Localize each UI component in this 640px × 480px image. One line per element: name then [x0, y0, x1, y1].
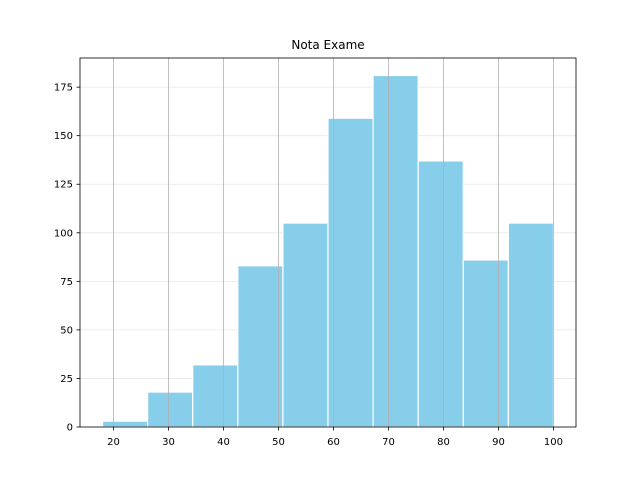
x-tick-label-5: 70	[382, 437, 395, 448]
x-tick-label-6: 80	[437, 437, 450, 448]
bar-3	[237, 265, 284, 428]
bar-7	[417, 160, 464, 428]
bar-9	[507, 222, 555, 428]
x-axis-ticks: 20 30 40 50 60 70 80 90 100	[107, 427, 563, 448]
bars	[101, 74, 555, 428]
y-axis-ticks: 0 25 50 75 100 125 150 175	[54, 83, 80, 434]
bar-1	[147, 391, 194, 428]
x-tick-label-8: 100	[544, 437, 563, 448]
y-tick-label-3: 75	[60, 277, 73, 288]
y-tick-label-2: 50	[60, 325, 73, 336]
x-tick-label-1: 30	[162, 437, 175, 448]
chart-title: Nota Exame	[291, 38, 364, 52]
y-tick-label-4: 100	[54, 228, 73, 239]
x-tick-label-2: 40	[217, 437, 230, 448]
bar-0	[101, 420, 149, 428]
bar-5	[327, 117, 374, 428]
x-tick-label-4: 60	[327, 437, 340, 448]
y-tick-label-6: 150	[54, 131, 73, 142]
y-tick-label-5: 125	[54, 180, 73, 191]
vertical-grid-lines	[113, 58, 554, 427]
x-tick-label-3: 50	[272, 437, 285, 448]
x-tick-label-0: 20	[107, 437, 120, 448]
x-tick-label-7: 90	[492, 437, 505, 448]
bar-6	[372, 74, 419, 428]
bar-8	[462, 259, 509, 428]
y-tick-label-0: 0	[67, 423, 73, 434]
bar-4	[282, 222, 329, 428]
y-tick-label-1: 25	[60, 374, 73, 385]
plot-frame	[79, 57, 577, 428]
bar-2	[192, 364, 239, 428]
y-tick-label-7: 175	[54, 83, 73, 94]
